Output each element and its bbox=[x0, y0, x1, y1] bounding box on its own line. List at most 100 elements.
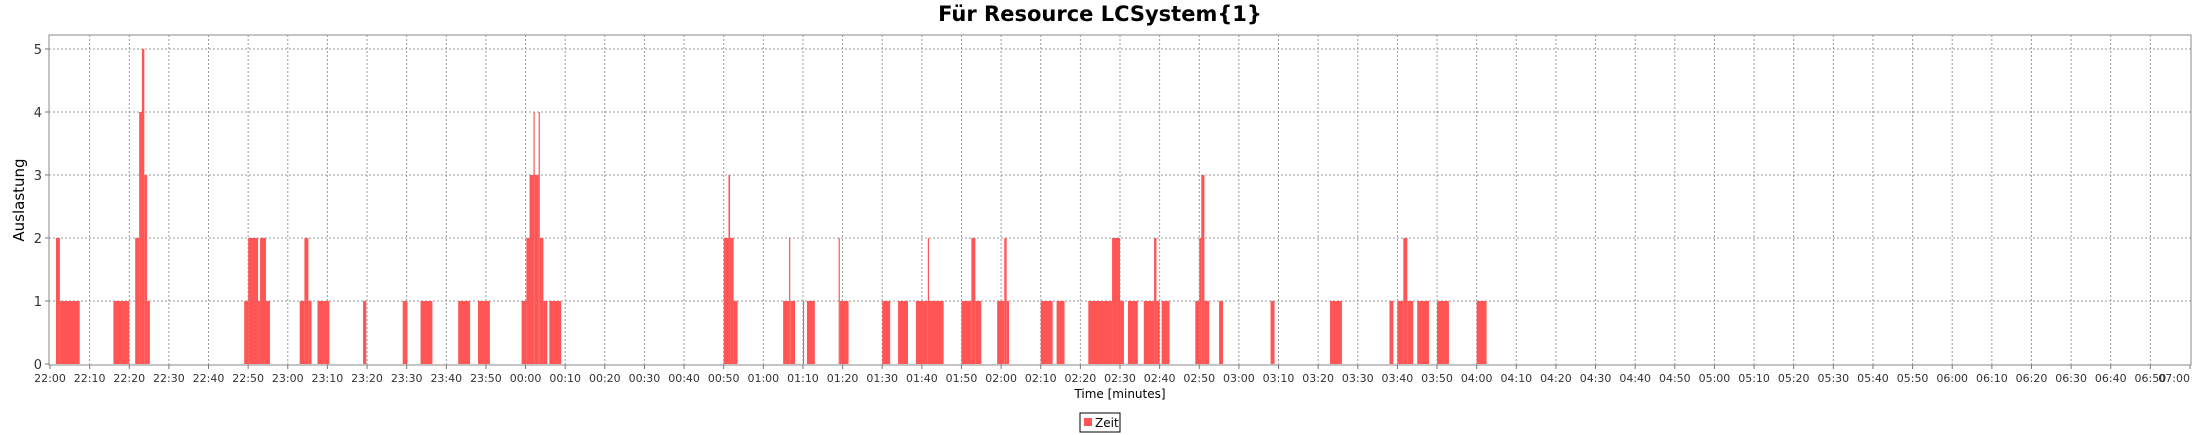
bar bbox=[363, 301, 367, 364]
bar bbox=[1330, 301, 1342, 364]
bar bbox=[728, 175, 731, 364]
bar bbox=[135, 238, 140, 364]
bar bbox=[526, 238, 530, 364]
x-tick-label: 06:00 bbox=[1936, 372, 1968, 385]
bar bbox=[882, 301, 891, 364]
bar bbox=[539, 238, 544, 364]
x-tick-label: 06:20 bbox=[2016, 372, 2048, 385]
bar bbox=[244, 301, 249, 364]
x-tick-label: 22:20 bbox=[113, 372, 145, 385]
x-tick-label: 03:20 bbox=[1302, 372, 1334, 385]
bar bbox=[304, 238, 309, 364]
bar bbox=[1004, 238, 1007, 364]
bar bbox=[915, 301, 928, 364]
x-axis-ticks: 22:00 22:10 22:20 22:30 22:40 22:50 23:00 23:10… bbox=[34, 365, 2191, 385]
x-tick-label: 05:10 bbox=[1738, 372, 1770, 385]
y-tick-label: 0 bbox=[34, 358, 42, 373]
series-zeit-bars bbox=[55, 49, 1487, 364]
x-tick-label: 00:30 bbox=[629, 372, 661, 385]
bar bbox=[1201, 175, 1205, 364]
bar bbox=[1006, 301, 1010, 364]
bar bbox=[1397, 301, 1404, 364]
y-tick-label: 5 bbox=[34, 43, 42, 58]
x-tick-label: 05:00 bbox=[1699, 372, 1731, 385]
x-tick-label: 02:40 bbox=[1144, 372, 1176, 385]
x-tick-label: 02:50 bbox=[1183, 372, 1215, 385]
bar bbox=[783, 301, 790, 364]
bar bbox=[961, 301, 972, 364]
y-tick-label: 1 bbox=[34, 295, 42, 310]
x-tick-label: 01:50 bbox=[946, 372, 978, 385]
x-tick-label: 05:20 bbox=[1778, 372, 1810, 385]
x-tick-label: 01:10 bbox=[787, 372, 819, 385]
bar bbox=[730, 238, 734, 364]
bar bbox=[802, 301, 805, 364]
bar bbox=[1195, 301, 1200, 364]
x-tick-label: 04:40 bbox=[1619, 372, 1651, 385]
bar bbox=[534, 175, 539, 364]
bar bbox=[1270, 301, 1275, 364]
x-tick-label: 04:20 bbox=[1540, 372, 1572, 385]
x-tick-label: 07:00 bbox=[2158, 372, 2190, 385]
bar bbox=[838, 238, 840, 364]
bar bbox=[1437, 301, 1449, 364]
x-tick-label: 00:40 bbox=[668, 372, 700, 385]
x-tick-label: 06:30 bbox=[2055, 372, 2087, 385]
x-tick-label: 23:10 bbox=[312, 372, 344, 385]
x-tick-label: 05:50 bbox=[1897, 372, 1929, 385]
bar bbox=[1476, 301, 1487, 364]
x-tick-label: 03:00 bbox=[1223, 372, 1255, 385]
x-tick-label: 00:00 bbox=[510, 372, 542, 385]
x-tick-label: 02:30 bbox=[1104, 372, 1136, 385]
x-tick-label: 04:10 bbox=[1500, 372, 1532, 385]
bar bbox=[458, 301, 471, 364]
x-tick-label: 01:40 bbox=[906, 372, 938, 385]
bar bbox=[971, 238, 976, 364]
bar bbox=[543, 301, 548, 364]
x-tick-label: 04:30 bbox=[1580, 372, 1612, 385]
bar bbox=[299, 301, 305, 364]
x-tick-label: 01:00 bbox=[747, 372, 779, 385]
bar bbox=[1088, 301, 1113, 364]
x-tick-label: 03:40 bbox=[1382, 372, 1414, 385]
chart-title: Für Resource LCSystem{1} bbox=[938, 2, 1262, 26]
bar bbox=[1407, 301, 1414, 364]
bar bbox=[265, 301, 270, 364]
x-tick-label: 04:50 bbox=[1659, 372, 1691, 385]
bar bbox=[533, 112, 535, 364]
bar bbox=[1204, 301, 1210, 364]
x-tick-label: 01:30 bbox=[866, 372, 898, 385]
x-axis-label: Time [minutes] bbox=[1073, 387, 1165, 401]
bar bbox=[260, 238, 266, 364]
bar bbox=[258, 301, 261, 364]
bar bbox=[248, 238, 259, 364]
x-tick-label: 06:50 bbox=[2135, 372, 2167, 385]
legend-box bbox=[1079, 412, 1121, 433]
bar bbox=[141, 49, 145, 364]
x-tick-label: 03:30 bbox=[1342, 372, 1374, 385]
bar bbox=[789, 238, 791, 364]
x-tick-label: 23:50 bbox=[470, 372, 502, 385]
bar bbox=[733, 301, 738, 364]
bar bbox=[928, 301, 944, 364]
x-tick-label: 22:50 bbox=[232, 372, 264, 385]
x-tick-label: 01:20 bbox=[827, 372, 859, 385]
y-tick-label: 2 bbox=[34, 232, 42, 247]
grid-lines bbox=[49, 35, 2191, 365]
x-tick-label: 04:00 bbox=[1461, 372, 1493, 385]
bar bbox=[113, 301, 130, 364]
x-tick-label: 22:40 bbox=[193, 372, 225, 385]
bar bbox=[1199, 238, 1202, 364]
bar bbox=[723, 238, 729, 364]
x-tick-label: 05:40 bbox=[1857, 372, 1889, 385]
bar bbox=[549, 301, 562, 364]
y-axis-ticks: 0 1 2 3 4 5 bbox=[34, 43, 49, 373]
x-tick-label: 23:40 bbox=[430, 372, 462, 385]
bar bbox=[55, 238, 60, 364]
bar bbox=[478, 301, 490, 364]
x-tick-label: 22:30 bbox=[153, 372, 185, 385]
bar bbox=[1161, 301, 1170, 364]
x-tick-label: 22:10 bbox=[74, 372, 106, 385]
bar bbox=[1040, 301, 1053, 364]
